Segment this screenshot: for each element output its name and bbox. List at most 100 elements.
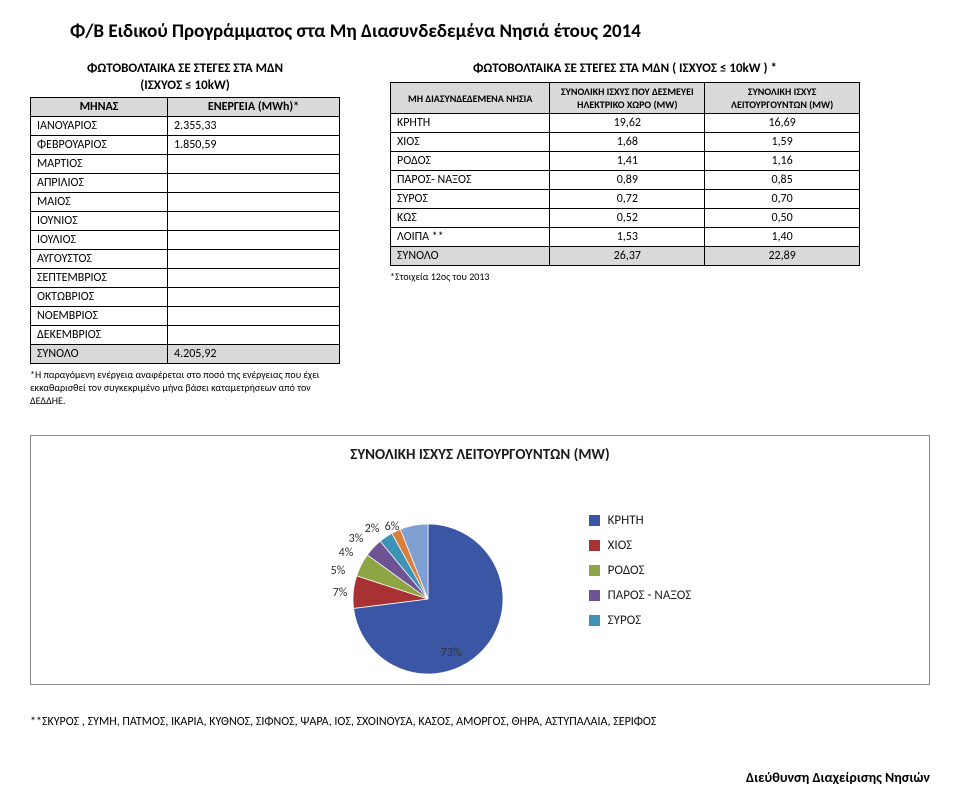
- reserved-cell: 1,41: [550, 152, 705, 171]
- island-cell: ΡΟΔΟΣ: [391, 152, 550, 171]
- island-cell: ΠΑΡΟΣ- ΝΑΞΟΣ: [391, 171, 550, 190]
- month-cell: ΜΑΙΟΣ: [31, 193, 168, 212]
- table-row: ΚΩΣ0,520,50: [391, 209, 860, 228]
- operating-cell: 1,16: [705, 152, 860, 171]
- left-footnote: *Η παραγόμενη ενέργεια αναφέρεται στο πο…: [30, 368, 340, 407]
- legend-label: ΧΙΟΣ: [608, 538, 633, 553]
- island-cell: ΚΡΗΤΗ: [391, 114, 550, 133]
- month-cell: ΣΕΠΤΕΜΒΡΙΟΣ: [31, 269, 168, 288]
- total-row: ΣΥΝΟΛΟ26,3722,89: [391, 247, 860, 266]
- legend-label: ΣΥΡΟΣ: [608, 613, 642, 628]
- month-cell: ΙΑΝΟΥΑΡΙΟΣ: [31, 117, 168, 136]
- page-title: Φ/Β Ειδικού Προγράμματος στα Μη Διασυνδε…: [70, 20, 930, 43]
- reserved-cell: 0,72: [550, 190, 705, 209]
- island-cell: ΛΟΙΠΑ **: [391, 228, 550, 247]
- pie-label: 6%: [385, 520, 400, 534]
- legend-label: ΠΑΡΟΣ - ΝΑΞΟΣ: [608, 588, 692, 603]
- table-row: ΦΕΒΡΟΥΑΡΙΟΣ1.850,59: [31, 136, 340, 155]
- table-row: ΑΥΓΟΥΣΤΟΣ: [31, 250, 340, 269]
- value-cell: [168, 155, 340, 174]
- island-cell: ΚΩΣ: [391, 209, 550, 228]
- pie-label: 2%: [365, 522, 380, 536]
- pie-chart-icon: [353, 524, 503, 674]
- table-row: ΜΑΡΤΙΟΣ: [31, 155, 340, 174]
- table-row: ΣΥΡΟΣ0,720,70: [391, 190, 860, 209]
- right-footnote: *Στοιχεία 12ος του 2013: [390, 270, 860, 283]
- value-cell: [168, 193, 340, 212]
- table-row: ΔΕΚΕΜΒΡΙΟΣ: [31, 326, 340, 345]
- operating-cell: 16,69: [705, 114, 860, 133]
- value-cell: 1.850,59: [168, 136, 340, 155]
- right-table-title: ΦΩΤΟΒΟΛΤΑΙΚΑ ΣΕ ΣΤΕΓΕΣ ΣΤΑ ΜΔΝ ( ΙΣΧΥΟΣ …: [390, 61, 860, 76]
- table-row: ΙΟΥΝΙΟΣ: [31, 212, 340, 231]
- reserved-cell: 0,89: [550, 171, 705, 190]
- table-row: ΜΑΙΟΣ: [31, 193, 340, 212]
- right-col-operating: ΣΥΝΟΛΙΚΗ ΙΣΧΥΣ ΛΕΙΤΟΥΡΓΟΥΝΤΩΝ (MW): [705, 83, 860, 114]
- value-cell: 2.355,33: [168, 117, 340, 136]
- left-table-title: ΦΩΤΟΒΟΛΤΑΙΚΑ ΣΕ ΣΤΕΓΕΣ ΣΤΑ ΜΔΝ: [30, 61, 340, 76]
- legend-swatch-icon: [589, 515, 600, 526]
- pie-label: 4%: [339, 546, 354, 560]
- right-col-reserved: ΣΥΝΟΛΙΚΗ ΙΣΧΥΣ ΠΟΥ ΔΕΣΜΕΥΕΙ ΗΛΕΚΤΡΙΚΟ ΧΩ…: [550, 83, 705, 114]
- value-cell: [168, 288, 340, 307]
- table-row: ΡΟΔΟΣ1,411,16: [391, 152, 860, 171]
- total-operating: 22,89: [705, 247, 860, 266]
- legend-item: ΧΙΟΣ: [589, 538, 692, 553]
- legend-swatch-icon: [589, 590, 600, 601]
- reserved-cell: 19,62: [550, 114, 705, 133]
- chart-title: ΣΥΝΟΛΙΚΗ ΙΣΧΥΣ ΛΕΙΤΟΥΡΓΟΥΝΤΩΝ (MW): [51, 446, 909, 464]
- month-cell: ΦΕΒΡΟΥΑΡΙΟΣ: [31, 136, 168, 155]
- month-cell: ΑΥΓΟΥΣΤΟΣ: [31, 250, 168, 269]
- island-cell: ΧΙΟΣ: [391, 133, 550, 152]
- left-col-month: ΜΗΝΑΣ: [31, 98, 168, 117]
- legend-item: ΡΟΔΟΣ: [589, 563, 692, 578]
- right-table-block: ΦΩΤΟΒΟΛΤΑΙΚΑ ΣΕ ΣΤΕΓΕΣ ΣΤΑ ΜΔΝ ( ΙΣΧΥΟΣ …: [390, 61, 860, 283]
- pie-label: 5%: [331, 564, 346, 578]
- operating-cell: 1,59: [705, 133, 860, 152]
- value-cell: [168, 269, 340, 288]
- left-table: ΜΗΝΑΣ ΕΝΕΡΓΕΙΑ (MWh)* ΙΑΝΟΥΑΡΙΟΣ2.355,33…: [30, 97, 340, 364]
- table-row: ΑΠΡΙΛΙΟΣ: [31, 174, 340, 193]
- total-value: 4.205,92: [168, 345, 340, 364]
- footer-text: Διεύθυνση Διαχείρισης Νησιών: [30, 769, 930, 786]
- total-label: ΣΥΝΟΛΟ: [31, 345, 168, 364]
- operating-cell: 1,40: [705, 228, 860, 247]
- table-row: ΙΑΝΟΥΑΡΙΟΣ2.355,33: [31, 117, 340, 136]
- table-row: ΣΕΠΤΕΜΒΡΙΟΣ: [31, 269, 340, 288]
- table-row: ΝΟΕΜΒΡΙΟΣ: [31, 307, 340, 326]
- month-cell: ΟΚΤΩΒΡΙΟΣ: [31, 288, 168, 307]
- reserved-cell: 0,52: [550, 209, 705, 228]
- pie-label: 7%: [333, 586, 348, 600]
- legend-label: ΚΡΗΤΗ: [608, 513, 644, 528]
- value-cell: [168, 174, 340, 193]
- total-reserved: 26,37: [550, 247, 705, 266]
- tables-row: ΦΩΤΟΒΟΛΤΑΙΚΑ ΣΕ ΣΤΕΓΕΣ ΣΤΑ ΜΔΝ (ΙΣΧΥΟΣ ≤…: [30, 61, 930, 407]
- pie-label: 3%: [349, 532, 364, 546]
- right-col-island: ΜΗ ΔΙΑΣΥΝΔΕΔΕΜΕΝΑ ΝΗΣΙΑ: [391, 83, 550, 114]
- operating-cell: 0,85: [705, 171, 860, 190]
- month-cell: ΝΟΕΜΒΡΙΟΣ: [31, 307, 168, 326]
- legend-swatch-icon: [589, 540, 600, 551]
- reserved-cell: 1,68: [550, 133, 705, 152]
- operating-cell: 0,50: [705, 209, 860, 228]
- reserved-cell: 1,53: [550, 228, 705, 247]
- total-row: ΣΥΝΟΛΟ4.205,92: [31, 345, 340, 364]
- month-cell: ΔΕΚΕΜΒΡΙΟΣ: [31, 326, 168, 345]
- value-cell: [168, 212, 340, 231]
- pie-chart-box: ΣΥΝΟΛΙΚΗ ΙΣΧΥΣ ΛΕΙΤΟΥΡΓΟΥΝΤΩΝ (MW) 73%7%…: [30, 435, 930, 685]
- value-cell: [168, 231, 340, 250]
- bottom-note: **ΣΚΥΡΟΣ , ΣΥΜΗ, ΠΑΤΜΟΣ, ΙΚΑΡΙΑ, ΚΥΘΝΟΣ,…: [30, 715, 930, 729]
- month-cell: ΙΟΥΛΙΟΣ: [31, 231, 168, 250]
- legend-item: ΣΥΡΟΣ: [589, 613, 692, 628]
- legend-label: ΡΟΔΟΣ: [608, 563, 645, 578]
- legend-swatch-icon: [589, 615, 600, 626]
- table-row: ΙΟΥΛΙΟΣ: [31, 231, 340, 250]
- operating-cell: 0,70: [705, 190, 860, 209]
- table-row: ΚΡΗΤΗ19,6216,69: [391, 114, 860, 133]
- table-row: ΠΑΡΟΣ- ΝΑΞΟΣ0,890,85: [391, 171, 860, 190]
- legend-swatch-icon: [589, 565, 600, 576]
- total-label: ΣΥΝΟΛΟ: [391, 247, 550, 266]
- value-cell: [168, 307, 340, 326]
- table-row: ΧΙΟΣ1,681,59: [391, 133, 860, 152]
- value-cell: [168, 326, 340, 345]
